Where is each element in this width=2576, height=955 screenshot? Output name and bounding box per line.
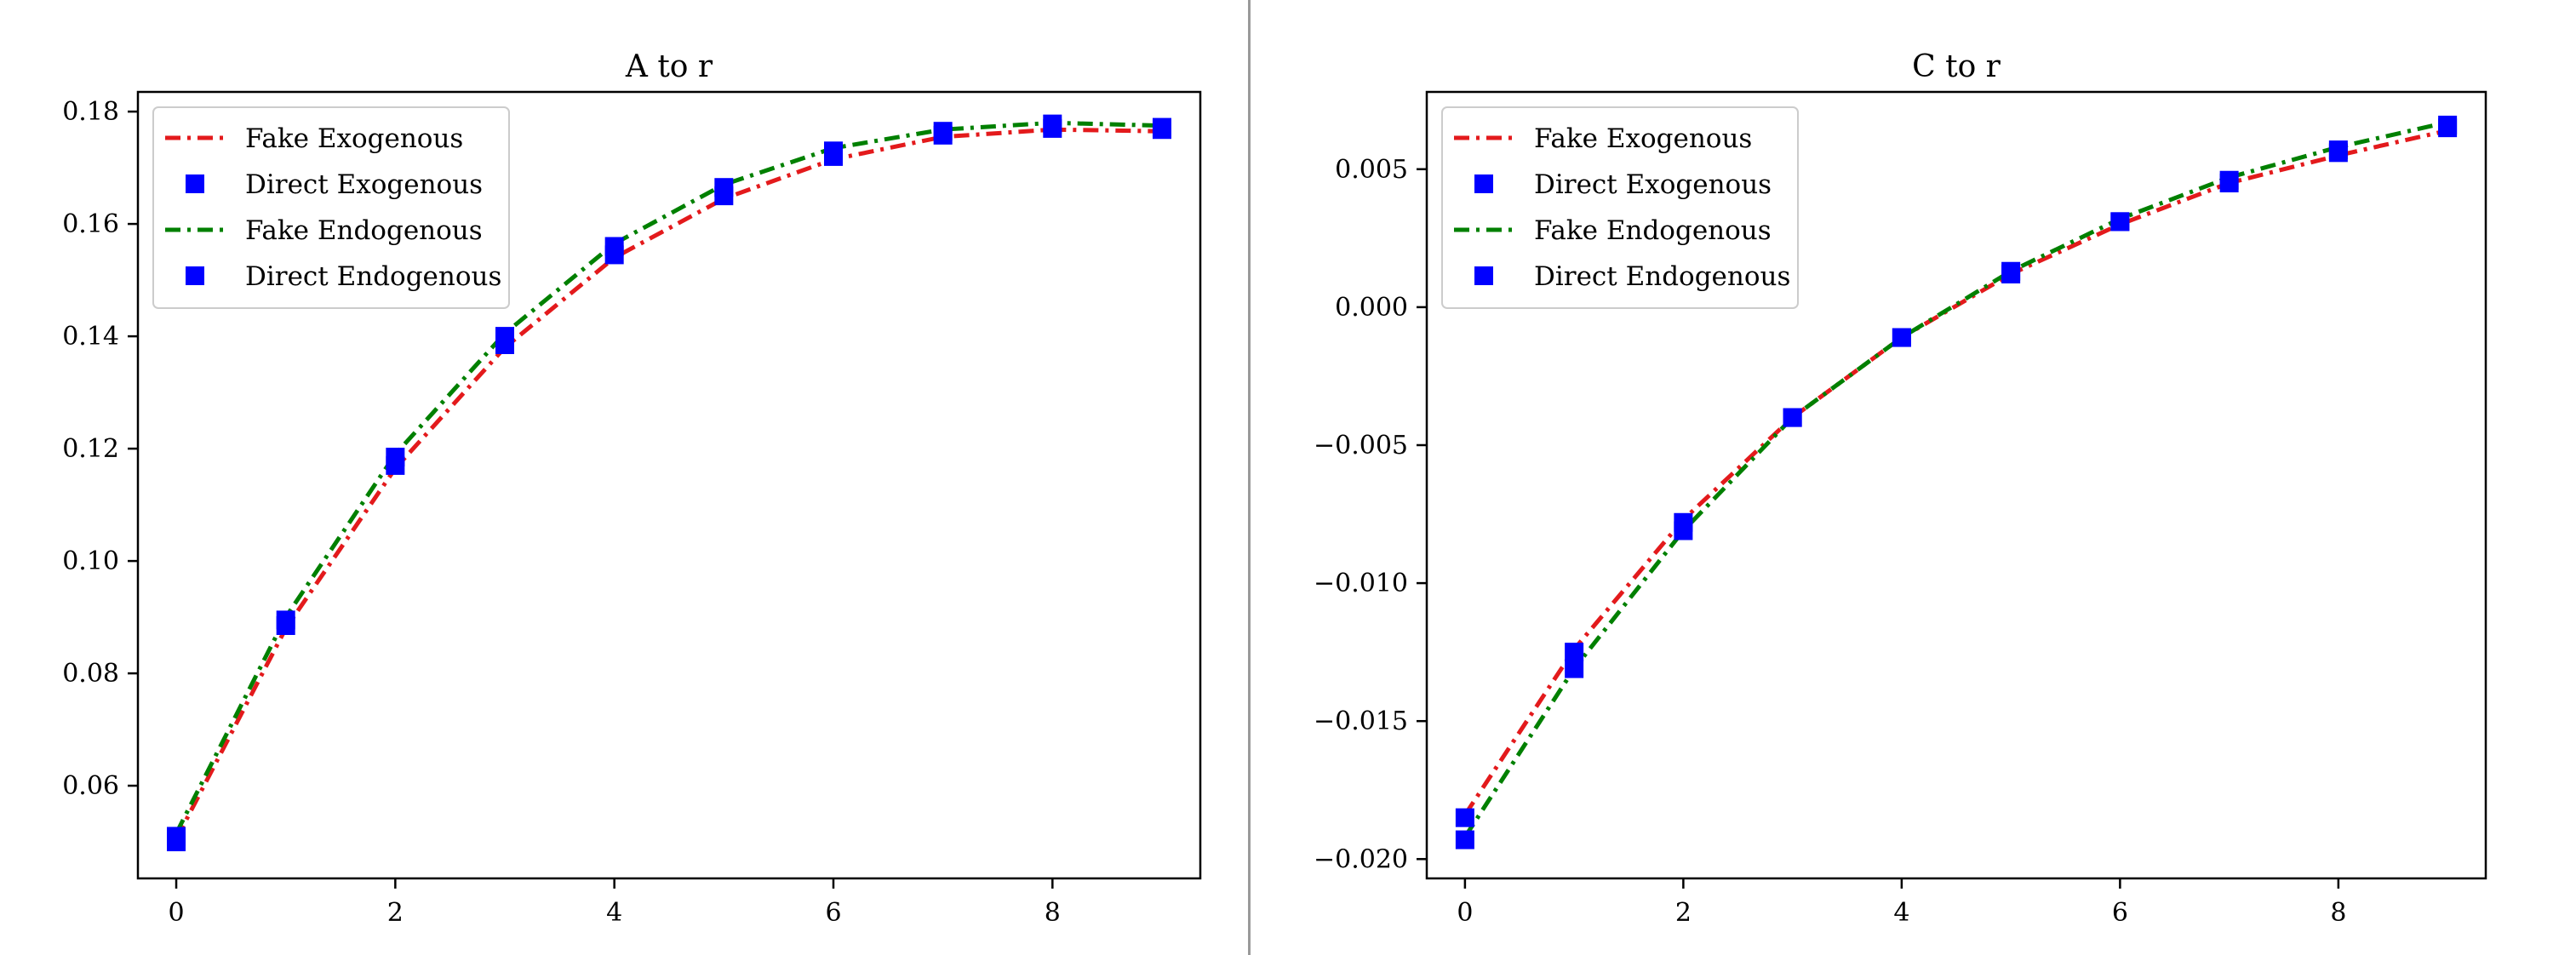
data-point xyxy=(1783,408,1802,427)
x-tick-label: 2 xyxy=(1675,898,1692,928)
x-tick-label: 6 xyxy=(825,898,841,928)
y-tick-label: 0.12 xyxy=(62,434,119,464)
y-tick-label: −0.015 xyxy=(1314,706,1408,736)
legend-entry: Direct Exogenous xyxy=(1534,169,1772,200)
x-tick-label: 2 xyxy=(387,898,404,928)
legend-entry: Fake Endogenous xyxy=(1534,215,1772,246)
x-tick-label: 8 xyxy=(2330,898,2346,928)
data-point xyxy=(1892,328,1911,347)
legend-entry: Direct Exogenous xyxy=(245,169,483,200)
y-tick-label: 0.08 xyxy=(62,659,119,689)
data-point xyxy=(2001,264,2021,283)
series-line-0 xyxy=(174,127,1163,840)
x-tick-label: 0 xyxy=(1457,898,1473,928)
plot-frame xyxy=(1425,90,2487,880)
data-point xyxy=(1455,830,1474,849)
y-tick-label: 0.14 xyxy=(62,322,119,352)
data-point xyxy=(933,122,953,141)
y-tick-label: −0.020 xyxy=(1314,844,1408,874)
data-point xyxy=(604,237,624,256)
chart-title: A to r xyxy=(625,49,713,84)
y-tick-label: 0.000 xyxy=(1335,293,1408,323)
y-tick-label: −0.010 xyxy=(1314,569,1408,598)
data-point xyxy=(386,448,405,466)
legend-marker-swatch xyxy=(186,266,204,285)
data-point xyxy=(1152,117,1171,137)
legend-entry: Fake Endogenous xyxy=(245,215,483,246)
legend-marker-swatch xyxy=(1474,266,1493,285)
data-point xyxy=(167,826,186,846)
panel-divider xyxy=(1248,0,1251,955)
panel-c-to-r: C to r 0 2 4 6 8 −0.020 −0.015 −0.010 −0.005 0.000… xyxy=(1314,49,2487,928)
data-point xyxy=(2328,143,2348,163)
legend-marker-swatch xyxy=(186,174,204,193)
panel-a-to-r: A to r 0 2 4 6 8 0.06 0.08 0.10 0.12 0.14 0.16 0.18 F… xyxy=(62,49,1202,928)
legend-entry: Fake Exogenous xyxy=(245,123,463,154)
data-point xyxy=(2438,118,2458,138)
legend-marker-swatch xyxy=(1474,174,1493,193)
x-tick-label: 0 xyxy=(168,898,184,928)
data-point xyxy=(1565,643,1584,662)
data-point xyxy=(495,327,515,346)
x-tick-label: 8 xyxy=(1045,898,1061,928)
y-tick-label: 0.18 xyxy=(62,97,119,127)
data-point xyxy=(1565,659,1584,678)
data-point xyxy=(823,141,843,161)
data-point xyxy=(714,178,734,197)
y-tick-label: 0.005 xyxy=(1335,155,1408,185)
legend-box xyxy=(1441,106,1799,309)
x-tick-label: 6 xyxy=(2112,898,2128,928)
series-line-2 xyxy=(1463,120,2448,838)
y-tick-label: 0.16 xyxy=(62,209,119,239)
data-point xyxy=(2219,173,2239,192)
series-line-0 xyxy=(1463,128,2448,816)
plot-frame xyxy=(136,90,1202,880)
x-tick-label: 4 xyxy=(1893,898,1909,928)
data-point xyxy=(276,610,295,630)
y-tick-label: −0.005 xyxy=(1314,431,1408,460)
data-point xyxy=(2110,212,2130,232)
x-tick-label: 4 xyxy=(606,898,622,928)
y-tick-label: 0.10 xyxy=(62,546,119,576)
chart-title: C to r xyxy=(1912,49,2001,84)
legend-box xyxy=(152,106,510,309)
data-point xyxy=(1455,808,1474,827)
legend-entry: Direct Endogenous xyxy=(1534,261,1790,292)
data-point xyxy=(1043,114,1062,134)
data-point xyxy=(1674,521,1693,540)
legend-entry: Direct Endogenous xyxy=(245,261,501,292)
y-tick-label: 0.06 xyxy=(62,771,119,801)
legend-entry: Fake Exogenous xyxy=(1534,123,1752,154)
